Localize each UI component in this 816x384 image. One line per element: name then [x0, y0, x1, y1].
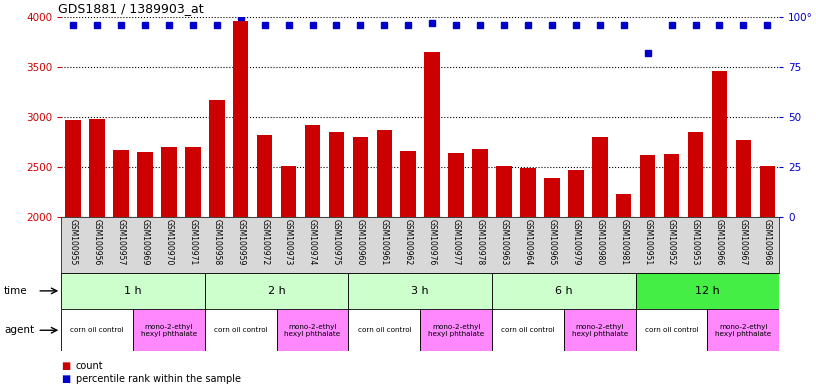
Bar — [636, 273, 779, 309]
Bar — [185, 147, 201, 384]
Text: GSM100958: GSM100958 — [212, 218, 221, 265]
Bar — [520, 168, 536, 384]
Bar — [564, 309, 636, 351]
Text: GSM100957: GSM100957 — [117, 218, 126, 265]
Text: GSM100974: GSM100974 — [308, 218, 317, 265]
Text: mono-2-ethyl
hexyl phthalate: mono-2-ethyl hexyl phthalate — [285, 324, 340, 337]
Text: GSM100961: GSM100961 — [379, 218, 389, 265]
Text: GSM100964: GSM100964 — [523, 218, 533, 265]
Text: GSM100966: GSM100966 — [715, 218, 724, 265]
Text: GSM100956: GSM100956 — [92, 218, 102, 265]
Bar — [401, 151, 416, 384]
Bar — [568, 170, 583, 384]
Text: mono-2-ethyl
hexyl phthalate: mono-2-ethyl hexyl phthalate — [716, 324, 771, 337]
Bar — [592, 137, 608, 384]
Bar — [348, 273, 492, 309]
Text: GSM100980: GSM100980 — [595, 218, 605, 265]
Text: 6 h: 6 h — [555, 286, 573, 296]
Text: corn oil control: corn oil control — [645, 327, 698, 333]
Text: GSM100968: GSM100968 — [763, 218, 772, 265]
Text: GSM100978: GSM100978 — [476, 218, 485, 265]
Text: 12 h: 12 h — [695, 286, 720, 296]
Text: GSM100967: GSM100967 — [738, 218, 748, 265]
Bar — [663, 154, 680, 384]
Bar — [353, 137, 368, 384]
Text: time: time — [4, 286, 28, 296]
Text: GSM100973: GSM100973 — [284, 218, 293, 265]
Bar — [472, 149, 488, 384]
Text: GSM100979: GSM100979 — [571, 218, 580, 265]
Text: GSM100972: GSM100972 — [260, 218, 269, 265]
Bar — [329, 132, 344, 384]
Bar — [257, 135, 273, 384]
Bar — [496, 166, 512, 384]
Text: ■: ■ — [61, 361, 70, 371]
Bar — [707, 309, 779, 351]
Text: GSM100965: GSM100965 — [548, 218, 557, 265]
Bar — [304, 125, 321, 384]
Text: GDS1881 / 1389903_at: GDS1881 / 1389903_at — [58, 2, 203, 15]
Text: mono-2-ethyl
hexyl phthalate: mono-2-ethyl hexyl phthalate — [572, 324, 628, 337]
Bar — [61, 309, 133, 351]
Bar — [544, 178, 560, 384]
Text: GSM100971: GSM100971 — [188, 218, 197, 265]
Text: 2 h: 2 h — [268, 286, 286, 296]
Text: 1 h: 1 h — [124, 286, 142, 296]
Text: GSM100969: GSM100969 — [140, 218, 149, 265]
Bar — [277, 309, 348, 351]
Bar — [281, 166, 296, 384]
Text: GSM100955: GSM100955 — [69, 218, 78, 265]
Bar — [420, 309, 492, 351]
Bar — [205, 309, 277, 351]
Text: GSM100952: GSM100952 — [667, 218, 676, 265]
Bar — [133, 309, 205, 351]
Bar — [65, 120, 81, 384]
Text: 3 h: 3 h — [411, 286, 429, 296]
Bar — [89, 119, 105, 384]
Text: corn oil control: corn oil control — [70, 327, 124, 333]
Text: mono-2-ethyl
hexyl phthalate: mono-2-ethyl hexyl phthalate — [141, 324, 197, 337]
Text: GSM100959: GSM100959 — [236, 218, 246, 265]
Text: GSM100963: GSM100963 — [499, 218, 508, 265]
Text: corn oil control: corn oil control — [357, 327, 411, 333]
Text: GSM100962: GSM100962 — [404, 218, 413, 265]
Text: GSM100953: GSM100953 — [691, 218, 700, 265]
Bar — [233, 21, 249, 384]
Bar — [61, 273, 205, 309]
Bar — [205, 273, 348, 309]
Text: GSM100981: GSM100981 — [619, 218, 628, 265]
Bar — [424, 52, 440, 384]
Text: corn oil control: corn oil control — [214, 327, 268, 333]
Text: count: count — [76, 361, 104, 371]
Bar — [760, 166, 775, 384]
Text: GSM100960: GSM100960 — [356, 218, 365, 265]
Text: GSM100977: GSM100977 — [451, 218, 461, 265]
Bar — [735, 140, 752, 384]
Bar — [688, 132, 703, 384]
Text: GSM100975: GSM100975 — [332, 218, 341, 265]
Bar — [640, 155, 655, 384]
Bar — [348, 309, 420, 351]
Bar — [616, 194, 632, 384]
Bar — [492, 273, 636, 309]
Bar — [376, 130, 392, 384]
Text: GSM100951: GSM100951 — [643, 218, 652, 265]
Bar — [137, 152, 153, 384]
Bar — [161, 147, 177, 384]
Text: ■: ■ — [61, 374, 70, 384]
Bar — [636, 309, 707, 351]
Bar — [492, 309, 564, 351]
Bar — [448, 153, 464, 384]
Bar — [712, 71, 727, 384]
Text: mono-2-ethyl
hexyl phthalate: mono-2-ethyl hexyl phthalate — [428, 324, 484, 337]
Text: GSM100976: GSM100976 — [428, 218, 437, 265]
Text: agent: agent — [4, 325, 34, 335]
Text: GSM100970: GSM100970 — [164, 218, 174, 265]
Bar — [113, 150, 129, 384]
Text: corn oil control: corn oil control — [501, 327, 555, 333]
Bar — [209, 100, 224, 384]
Text: percentile rank within the sample: percentile rank within the sample — [76, 374, 241, 384]
